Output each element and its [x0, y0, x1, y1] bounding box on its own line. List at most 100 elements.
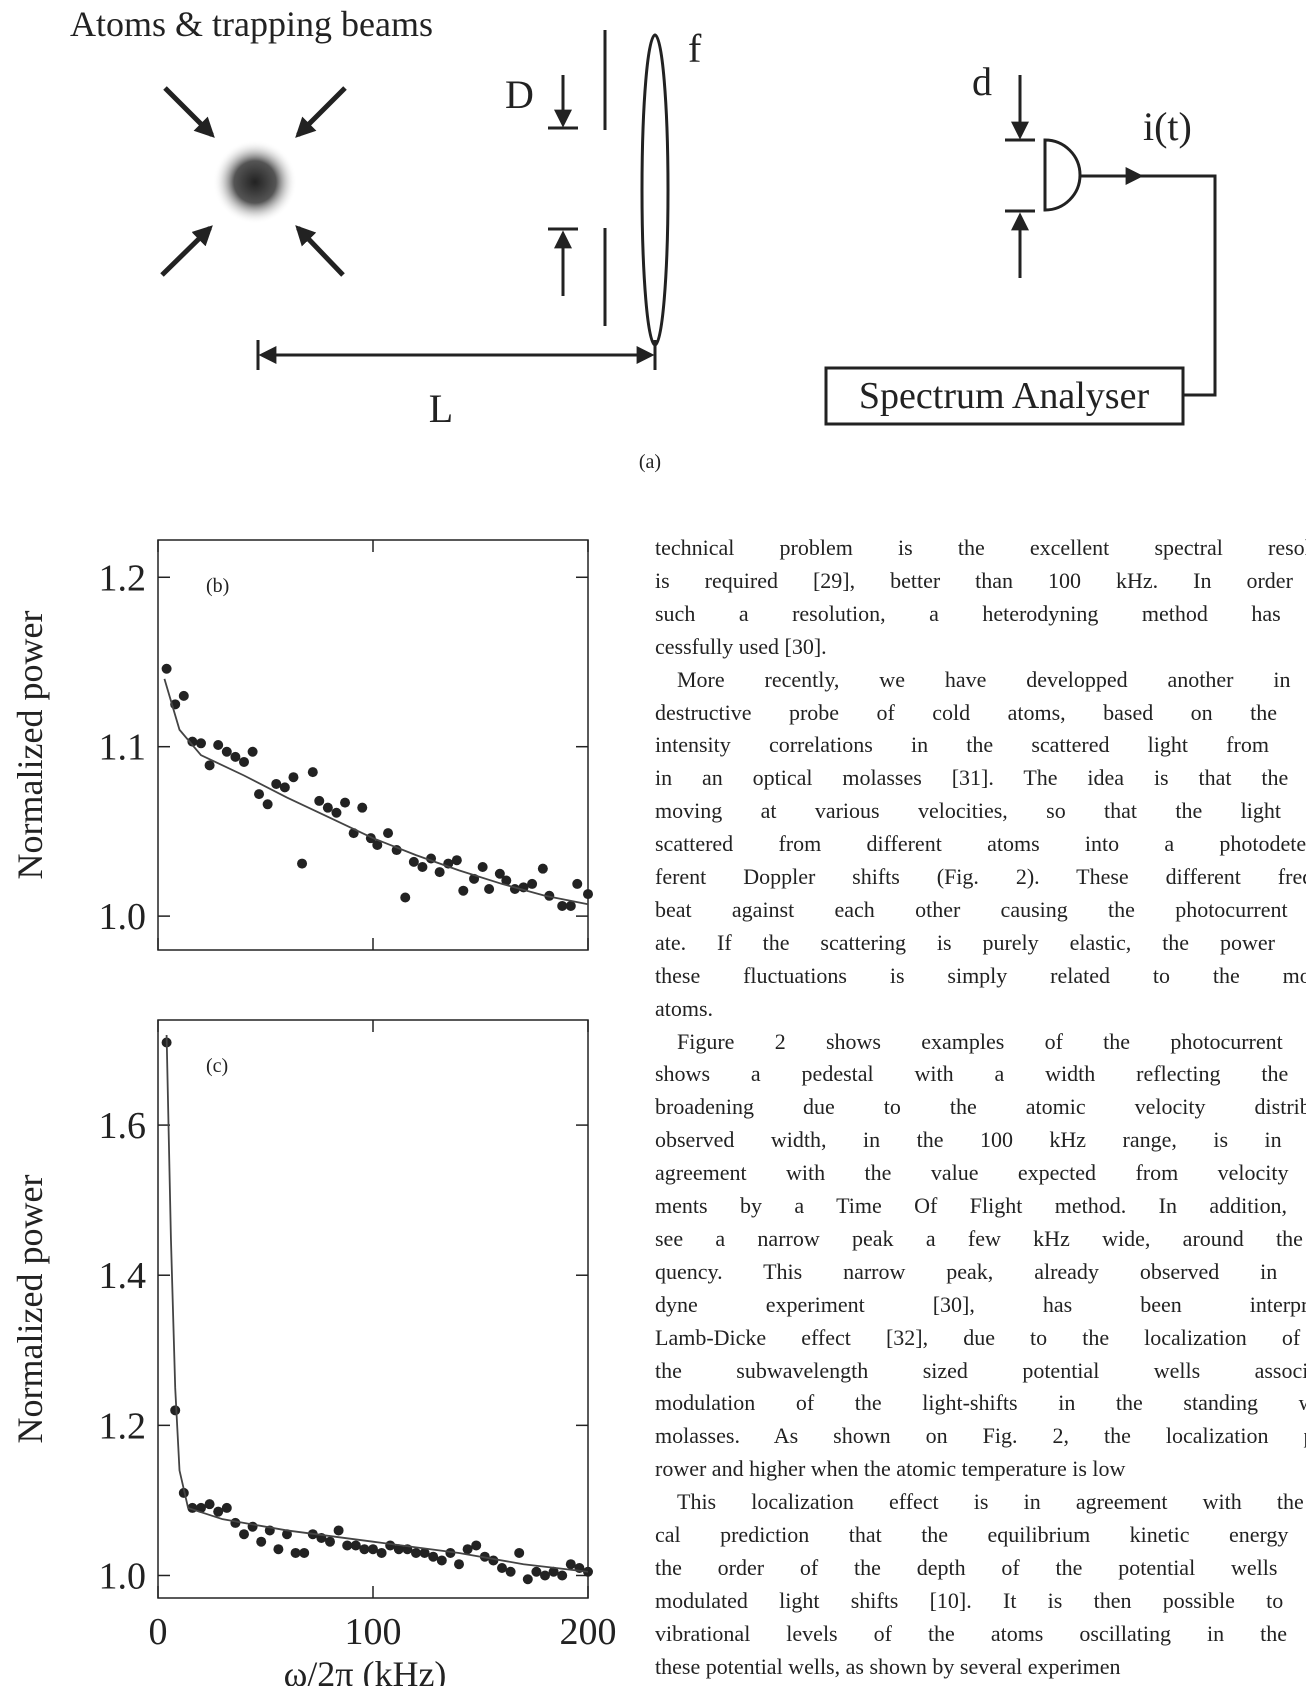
text-line: the order of the depth of the potential … — [655, 1554, 1306, 1580]
y-axis-title: Normalized power — [10, 611, 50, 880]
text-line: scattered from different atoms into a ph… — [655, 831, 1306, 857]
data-point — [204, 760, 215, 771]
text-line: rower and higher when the atomic tempera… — [655, 1456, 1126, 1482]
caption: (a) — [639, 451, 661, 473]
data-point — [477, 861, 488, 872]
text-line: vibrational levels of the atoms oscillat… — [655, 1620, 1306, 1646]
data-point — [239, 1529, 249, 1540]
text-line: modulated light shifts [10]. It is then … — [655, 1587, 1306, 1613]
text-line: ferent Doppler shifts (Fig. 2). These di… — [655, 864, 1306, 889]
fit-line — [163, 678, 589, 906]
y-tick-label: 1.0 — [99, 896, 147, 938]
aperture — [256, 30, 1217, 426]
text-line: beat against each other causing the phot… — [655, 896, 1306, 922]
data-point — [271, 778, 282, 789]
text-line: these potential wells, as shown by sever… — [655, 1653, 1121, 1679]
data-point — [484, 884, 495, 895]
data-point — [494, 868, 505, 879]
data-point — [451, 855, 462, 866]
data-point — [213, 1506, 224, 1517]
text-line: see a narrow peak a few kHz wide, around… — [655, 1225, 1306, 1251]
data-point — [170, 1405, 181, 1416]
data-point — [247, 746, 258, 757]
data-point — [565, 1559, 576, 1570]
data-point — [230, 751, 241, 762]
data-point — [204, 1499, 215, 1510]
data-point — [178, 690, 189, 701]
data-point — [408, 856, 419, 867]
label-focal: f — [688, 26, 702, 71]
data-point — [385, 1540, 396, 1551]
atom-cloud — [213, 140, 297, 224]
data-point — [288, 772, 299, 783]
data-point — [411, 1547, 421, 1558]
data-point — [359, 1544, 370, 1555]
x-axis-title: ω/2π (kHz) — [284, 1654, 447, 1686]
data-point — [342, 1540, 353, 1551]
text-line: ments by a Time Of Flight method. In add… — [655, 1193, 1306, 1218]
data-point — [540, 1570, 550, 1581]
data-point — [462, 1544, 473, 1555]
data-point — [372, 839, 383, 850]
data-point — [290, 1547, 301, 1558]
data-point — [514, 1547, 525, 1558]
data-point — [331, 807, 342, 818]
data-point — [273, 1544, 284, 1555]
x-tick-label: 200 — [560, 1611, 617, 1653]
data-point — [548, 1566, 559, 1577]
text-line: in an optical molasses [31]. The idea is… — [655, 765, 1306, 791]
text-line: the subwavelength sized potential wells … — [655, 1357, 1306, 1383]
y-tick-label: 1.2 — [99, 1405, 147, 1447]
data-point — [436, 1555, 447, 1566]
text-line: intensity correlations in the scattered … — [655, 732, 1306, 758]
y-tick-label: 1.6 — [99, 1105, 147, 1147]
data-point — [357, 802, 368, 813]
data-point — [196, 738, 206, 749]
data-point — [417, 861, 428, 872]
data-point — [537, 863, 548, 874]
data-point — [322, 802, 333, 813]
data-point — [297, 858, 308, 869]
text-line: modulation of the light-shifts in the st… — [655, 1390, 1306, 1416]
text-line: quency. This narrow peak, already observ… — [655, 1258, 1306, 1284]
data-point — [239, 756, 249, 767]
data-point — [557, 1570, 568, 1581]
data-point — [565, 900, 576, 911]
text-line: destructive probe of cold atoms, based o… — [655, 699, 1306, 725]
body-text: technical problem is the excellent spect… — [655, 535, 1306, 1686]
data-point — [527, 878, 538, 889]
data-point — [256, 1536, 267, 1547]
data-point — [368, 1544, 378, 1555]
data-point — [557, 900, 568, 911]
panel-label: (b) — [206, 575, 229, 597]
data-point — [419, 1547, 430, 1558]
text-line: observed width, in the 100 kHz range, is… — [655, 1127, 1306, 1153]
data-point — [454, 1559, 464, 1570]
text-line: is required [29], better than 100 kHz. I… — [655, 567, 1306, 593]
x-tick-label: 100 — [345, 1611, 402, 1653]
spectrum-analyser: Spectrum Analyser — [859, 375, 1150, 417]
data-point — [325, 1536, 335, 1547]
data-point — [572, 878, 583, 889]
data-point — [282, 1529, 292, 1540]
text-line: Lamb-Dicke effect [32], due to the local… — [655, 1324, 1306, 1350]
text-line: Figure 2 shows examples of the photocurr… — [677, 1028, 1306, 1054]
panel-label: (c) — [206, 1055, 228, 1077]
y-axis-title: Normalized power — [10, 1175, 50, 1444]
text-line: molasses. As shown on Fig. 2, the locali… — [655, 1423, 1306, 1449]
data-point — [376, 1547, 387, 1558]
data-point — [350, 1540, 361, 1551]
data-point — [531, 1566, 542, 1577]
data-point — [445, 1547, 456, 1558]
text-line: cessfully used [30]. — [655, 633, 827, 659]
text-line: More recently, we have developped anothe… — [677, 666, 1306, 692]
data-point — [187, 736, 198, 747]
text-line: dyne experiment [30], has been interpret… — [655, 1291, 1306, 1317]
text-line: technical problem is the excellent spect… — [655, 535, 1306, 560]
text-line: shows a pedestal with a width reflecting… — [655, 1061, 1306, 1087]
data-point — [221, 746, 232, 757]
data-point — [221, 1502, 232, 1513]
data-point — [501, 875, 512, 886]
